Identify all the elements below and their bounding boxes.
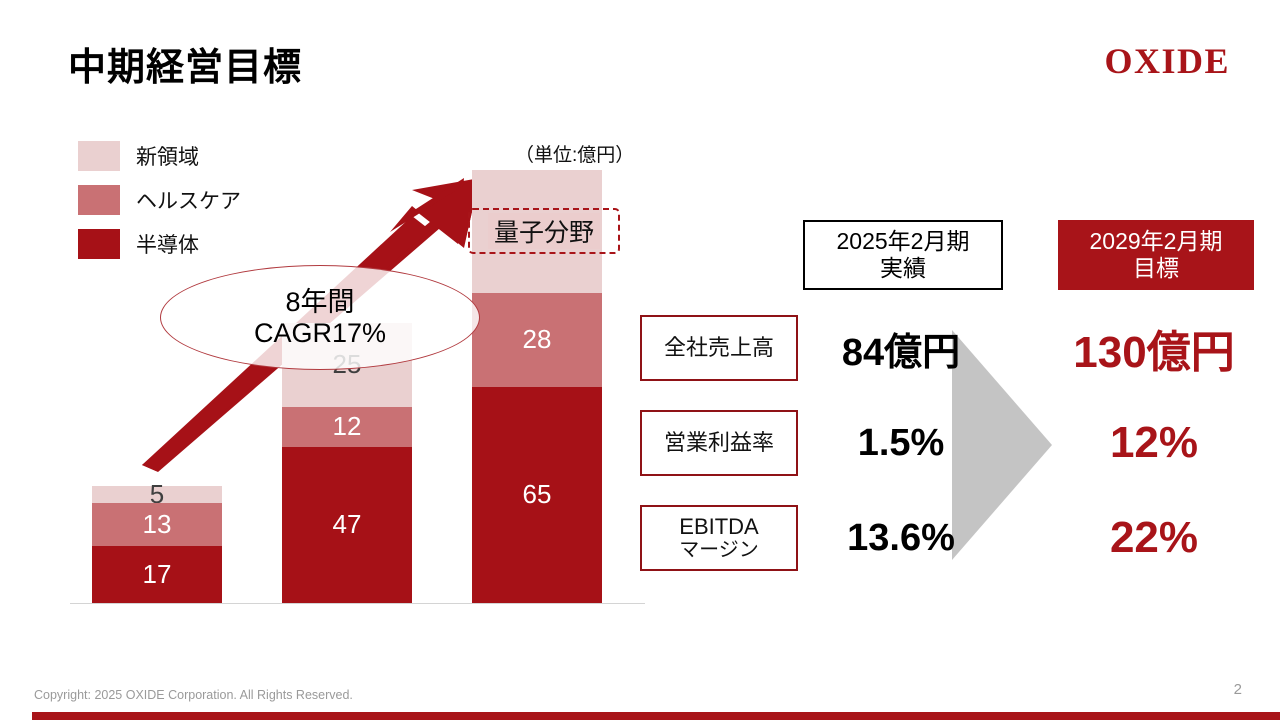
metric-label-ebitda-margin-line1: EBITDA: [679, 513, 759, 539]
page-title: 中期経営目標: [68, 47, 303, 89]
bar-stack-fy21: 17 13 5: [92, 479, 222, 603]
table-row: 全社売上高 84億円 130億円: [636, 315, 1248, 381]
legend-swatch-new-domain: [78, 141, 120, 171]
legend-swatch-semiconductor: [78, 229, 120, 259]
footer-copyright: Copyright: 2025 OXIDE Corporation. All R…: [34, 688, 353, 702]
cagr-ellipse-shape: [160, 265, 480, 370]
bar-segment-半導体: 47: [282, 446, 412, 603]
right-arrow-icon: [952, 330, 1052, 560]
bar-segment-ヘルスケア: 28: [472, 293, 602, 387]
footer-accent-bar: [32, 712, 1280, 720]
cagr-text: 8年間 CAGR17%: [160, 265, 480, 370]
column-header-target-line2: 目標: [1133, 255, 1179, 281]
metric-label-operating-margin-line1: 営業利益率: [663, 429, 774, 455]
metric-label-operating-margin: 営業利益率: [640, 410, 798, 476]
cagr-annotation: 8年間 CAGR17%: [160, 265, 480, 370]
cagr-line-2: CAGR17%: [253, 317, 387, 348]
quantum-callout: 量子分野: [468, 208, 620, 254]
table-row: 営業利益率 1.5% 12%: [636, 410, 1248, 476]
legend-item-new-domain: 新領域: [78, 138, 308, 174]
metric-label-ebitda-margin: EBITDA マージン: [640, 505, 798, 571]
targets-table: 2025年2月期 実績 2029年2月期 目標 全社売上高 84億円 130億円…: [636, 205, 1254, 590]
metric-actual-operating-margin: 1.5%: [857, 421, 945, 464]
quantum-callout-label: 量子分野: [487, 213, 600, 249]
column-header-target: 2029年2月期 目標: [1058, 220, 1254, 290]
bar-segment-半導体: 65: [472, 386, 602, 603]
bar-segment-半導体: 17: [92, 546, 222, 603]
page-number: 2: [1233, 681, 1242, 698]
legend-label-new-domain: 新領域: [136, 146, 199, 169]
metric-label-revenue-line1: 全社売上高: [663, 334, 774, 360]
bar-segment-ヘルスケア: 12: [282, 406, 412, 447]
table-row: EBITDA マージン 13.6% 22%: [636, 505, 1248, 571]
metric-target-ebitda-margin: 22%: [1109, 513, 1199, 562]
column-header-actual-line1: 2025年2月期: [836, 228, 970, 255]
legend-swatch-healthcare: [78, 185, 120, 215]
chart-baseline: [70, 603, 645, 604]
chart-unit-note: （単位:億円）: [515, 145, 635, 166]
metric-label-revenue: 全社売上高: [640, 315, 798, 381]
metric-target-operating-margin: 12%: [1109, 418, 1199, 467]
metric-label-ebitda-margin-line2: マージン: [679, 539, 759, 562]
column-header-target-line1: 2029年2月期: [1089, 228, 1223, 255]
metric-target-revenue: 130億円: [1073, 328, 1235, 377]
column-header-actual-line2: 実績: [880, 255, 926, 281]
bar-segment-ヘルスケア: 13: [92, 503, 222, 547]
column-header-actual: 2025年2月期 実績: [803, 220, 1003, 290]
bar-segment-新領域: 5: [92, 479, 222, 509]
metric-actual-ebitda-margin: 13.6%: [847, 516, 955, 559]
oxide-logo: OXIDE: [1104, 41, 1230, 81]
cagr-line-1: 8年間: [285, 287, 355, 318]
metric-actual-revenue: 84億円: [841, 331, 961, 374]
